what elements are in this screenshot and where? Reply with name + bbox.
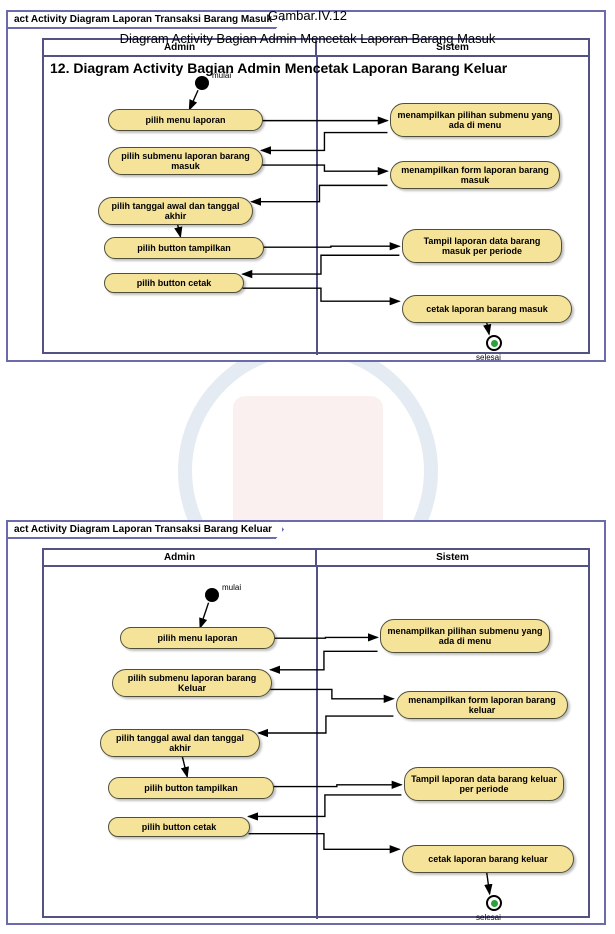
activity-node: pilih button tampilkan [104,237,264,259]
lane-header-admin-2: Admin [44,550,317,565]
start-node [195,76,209,90]
activity-diagram-2: act Activity Diagram Laporan Transaksi B… [6,520,606,925]
activity-node: pilih menu laporan [120,627,275,649]
activity-node: Tampil laporan data barang keluar per pe… [404,767,564,801]
activity-node: menampilkan pilihan submenu yang ada di … [390,103,560,137]
activity-node: pilih button cetak [108,817,250,837]
activity-node: menampilkan form laporan barang masuk [390,161,560,189]
activity-node: pilih submenu laporan barang Keluar [112,669,272,697]
activity-node: cetak laporan barang keluar [402,845,574,873]
end-node [486,895,502,911]
activity-node: pilih tanggal awal dan tanggal akhir [100,729,260,757]
activity-node: pilih tanggal awal dan tanggal akhir [98,197,253,225]
swimlanes-1: Admin Sistem mulaiselesaipilih menu lapo… [42,38,590,354]
activity-node: Tampil laporan data barang masuk per per… [402,229,562,263]
lane-divider-2 [316,567,318,919]
start-label: mulai [222,583,241,592]
lane-header-sistem-2: Sistem [317,550,588,565]
end-node [486,335,502,351]
start-node [205,588,219,602]
activity-node: pilih menu laporan [108,109,263,131]
section-heading: 12. Diagram Activity Bagian Admin Mencet… [50,60,615,76]
swimlanes-2: Admin Sistem mulai selesai pilih menu lapo… [42,548,590,918]
activity-node: menampilkan pilihan submenu yang ada di … [380,619,550,653]
activity-node: cetak laporan barang masuk [402,295,572,323]
activity-node: pilih button tampilkan [108,777,274,799]
activity-node: menampilkan form laporan barang keluar [396,691,568,719]
frame-title-2: act Activity Diagram Laporan Transaksi B… [6,520,284,539]
lanes-body-2: mulai selesai pilih menu laporan menampilka… [44,567,588,919]
lane-headers-2: Admin Sistem [44,550,588,567]
figure-caption: Diagram Activity Bagian Admin Mencetak L… [0,31,615,46]
activity-node: pilih submenu laporan barang masuk [108,147,263,175]
activity-node: pilih button cetak [104,273,244,293]
lanes-body-1: mulaiselesaipilih menu laporanmenampilka… [44,57,588,355]
lane-divider-1 [316,57,318,355]
end-label: selesai [476,353,501,362]
figure-number: Gambar.IV.12 [0,8,615,23]
end-label: selesai [476,913,501,922]
